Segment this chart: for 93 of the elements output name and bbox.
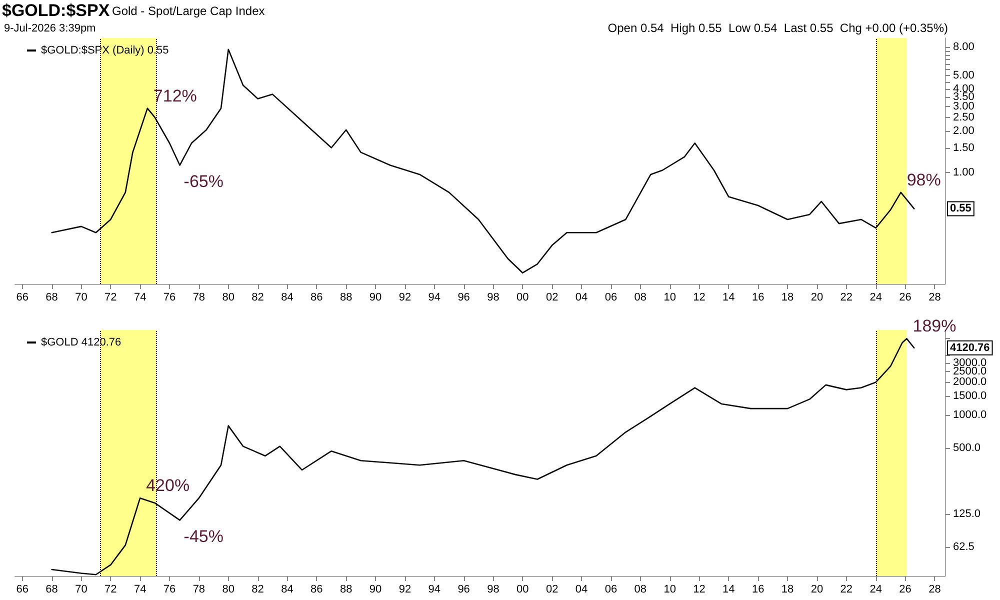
x-tick-label: 96 [458,292,470,304]
x-tick-label: 66 [16,584,28,596]
x-tick-label: 00 [516,584,529,596]
x-tick-label: 76 [163,292,176,304]
text: 9-Jul-2026 3:39pm [4,22,96,34]
text: 0.55 [950,202,972,215]
x-tick-label: 90 [369,584,382,596]
chart-title: $GOLD:$SPX [2,1,110,20]
x-tick-label: 98 [487,584,500,596]
x-tick-label: 04 [575,292,588,304]
y-tick-label: 125.0 [953,508,981,520]
x-tick-label: 02 [546,292,558,304]
x-tick-label: 26 [899,292,912,304]
x-tick-label: 86 [310,292,323,304]
y-tick-label: 1.00 [953,166,974,179]
x-tick-label: 04 [575,584,588,596]
annotation: 189% [912,316,956,336]
text: 4120.76 [950,342,990,354]
x-tick-label: 28 [928,292,941,304]
x-tick-label: 18 [781,584,794,596]
x-tick-label: 94 [428,584,441,596]
annotation: -45% [184,527,224,546]
x-tick-label: 08 [634,584,647,596]
x-tick-label: 12 [693,584,706,596]
y-tick-label: 62.5 [953,541,974,554]
x-tick-label: 74 [134,292,146,304]
x-tick-label: 88 [340,584,352,596]
y-tick-label: 1500.0 [953,390,987,402]
y-tick-label: 1.50 [953,142,974,154]
x-tick-label: 74 [134,584,146,596]
x-tick-label: 20 [810,584,824,596]
x-tick-label: 78 [192,584,206,596]
x-tick-label: 06 [604,292,618,304]
x-tick-label: 26 [899,584,912,596]
y-tick-label: 3.50 [953,90,974,103]
x-tick-label: 70 [75,584,88,596]
x-tick-label: 08 [634,292,647,304]
x-tick-label: 92 [398,584,412,596]
x-tick-label: 88 [340,292,352,304]
x-tick-label: 18 [781,292,794,304]
x-tick-label: 76 [163,584,176,596]
x-tick-label: 80 [222,584,234,596]
x-tick-label: 96 [458,584,470,596]
text: Open 0.54 High 0.55 Low 0.54 Last 0.55 Chg +0.00 (+0.35%) [608,21,948,35]
x-tick-label: 92 [398,292,412,304]
x-tick-label: 82 [252,584,264,596]
x-tick-label: 00 [516,292,529,304]
y-tick-label: 2.00 [953,124,974,137]
x-tick-label: 78 [192,292,206,304]
x-tick-label: 16 [752,292,764,304]
x-tick-label: 28 [928,584,941,596]
x-tick-label: 68 [46,584,58,596]
x-tick-label: 14 [722,584,735,596]
x-tick-label: 90 [369,292,382,304]
y-tick-label: 8.00 [953,41,974,54]
annotation: 712% [153,86,197,106]
x-tick-label: 02 [546,584,558,596]
y-tick-label: 2000.0 [953,376,987,388]
x-tick-label: 14 [722,292,735,304]
x-tick-label: 06 [604,584,618,596]
y-tick-label: 5.00 [953,69,974,82]
y-tick-label: 2500.0 [953,366,987,378]
x-tick-label: 20 [810,292,824,304]
annotation: 98% [906,170,941,190]
y-tick-label: 1000.0 [953,409,987,422]
x-tick-label: 12 [693,292,706,304]
x-tick-label: 84 [281,292,294,304]
legend-label: $GOLD 4120.76 [41,336,122,348]
y-tick-label: 2.50 [953,111,974,124]
x-tick-label: 82 [252,292,264,304]
chart-subtitle: Gold - Spot/Large Cap Index [112,4,265,18]
x-tick-label: 84 [281,584,294,596]
x-tick-label: 24 [870,584,882,596]
x-tick-label: 72 [104,292,117,304]
annotation: -65% [184,172,224,192]
x-tick-label: 86 [310,584,323,596]
x-tick-label: 22 [840,584,853,596]
x-tick-label: 24 [870,292,882,304]
x-tick-label: 10 [664,584,676,596]
x-tick-label: 72 [104,584,117,596]
x-tick-label: 68 [46,292,58,304]
y-tick-label: 3.00 [953,100,974,112]
x-tick-label: 66 [16,292,28,304]
x-tick-label: 10 [664,292,676,304]
y-tick-label: 500.0 [953,442,981,454]
x-tick-label: 94 [428,292,441,304]
x-tick-label: 16 [752,584,764,596]
x-tick-label: 22 [840,292,853,304]
annotation: 420% [146,476,190,496]
x-tick-label: 98 [487,292,500,304]
legend-label: $GOLD:$SPX (Daily) 0.55 [41,44,169,56]
x-tick-label: 80 [222,292,234,304]
x-tick-label: 70 [75,292,88,304]
